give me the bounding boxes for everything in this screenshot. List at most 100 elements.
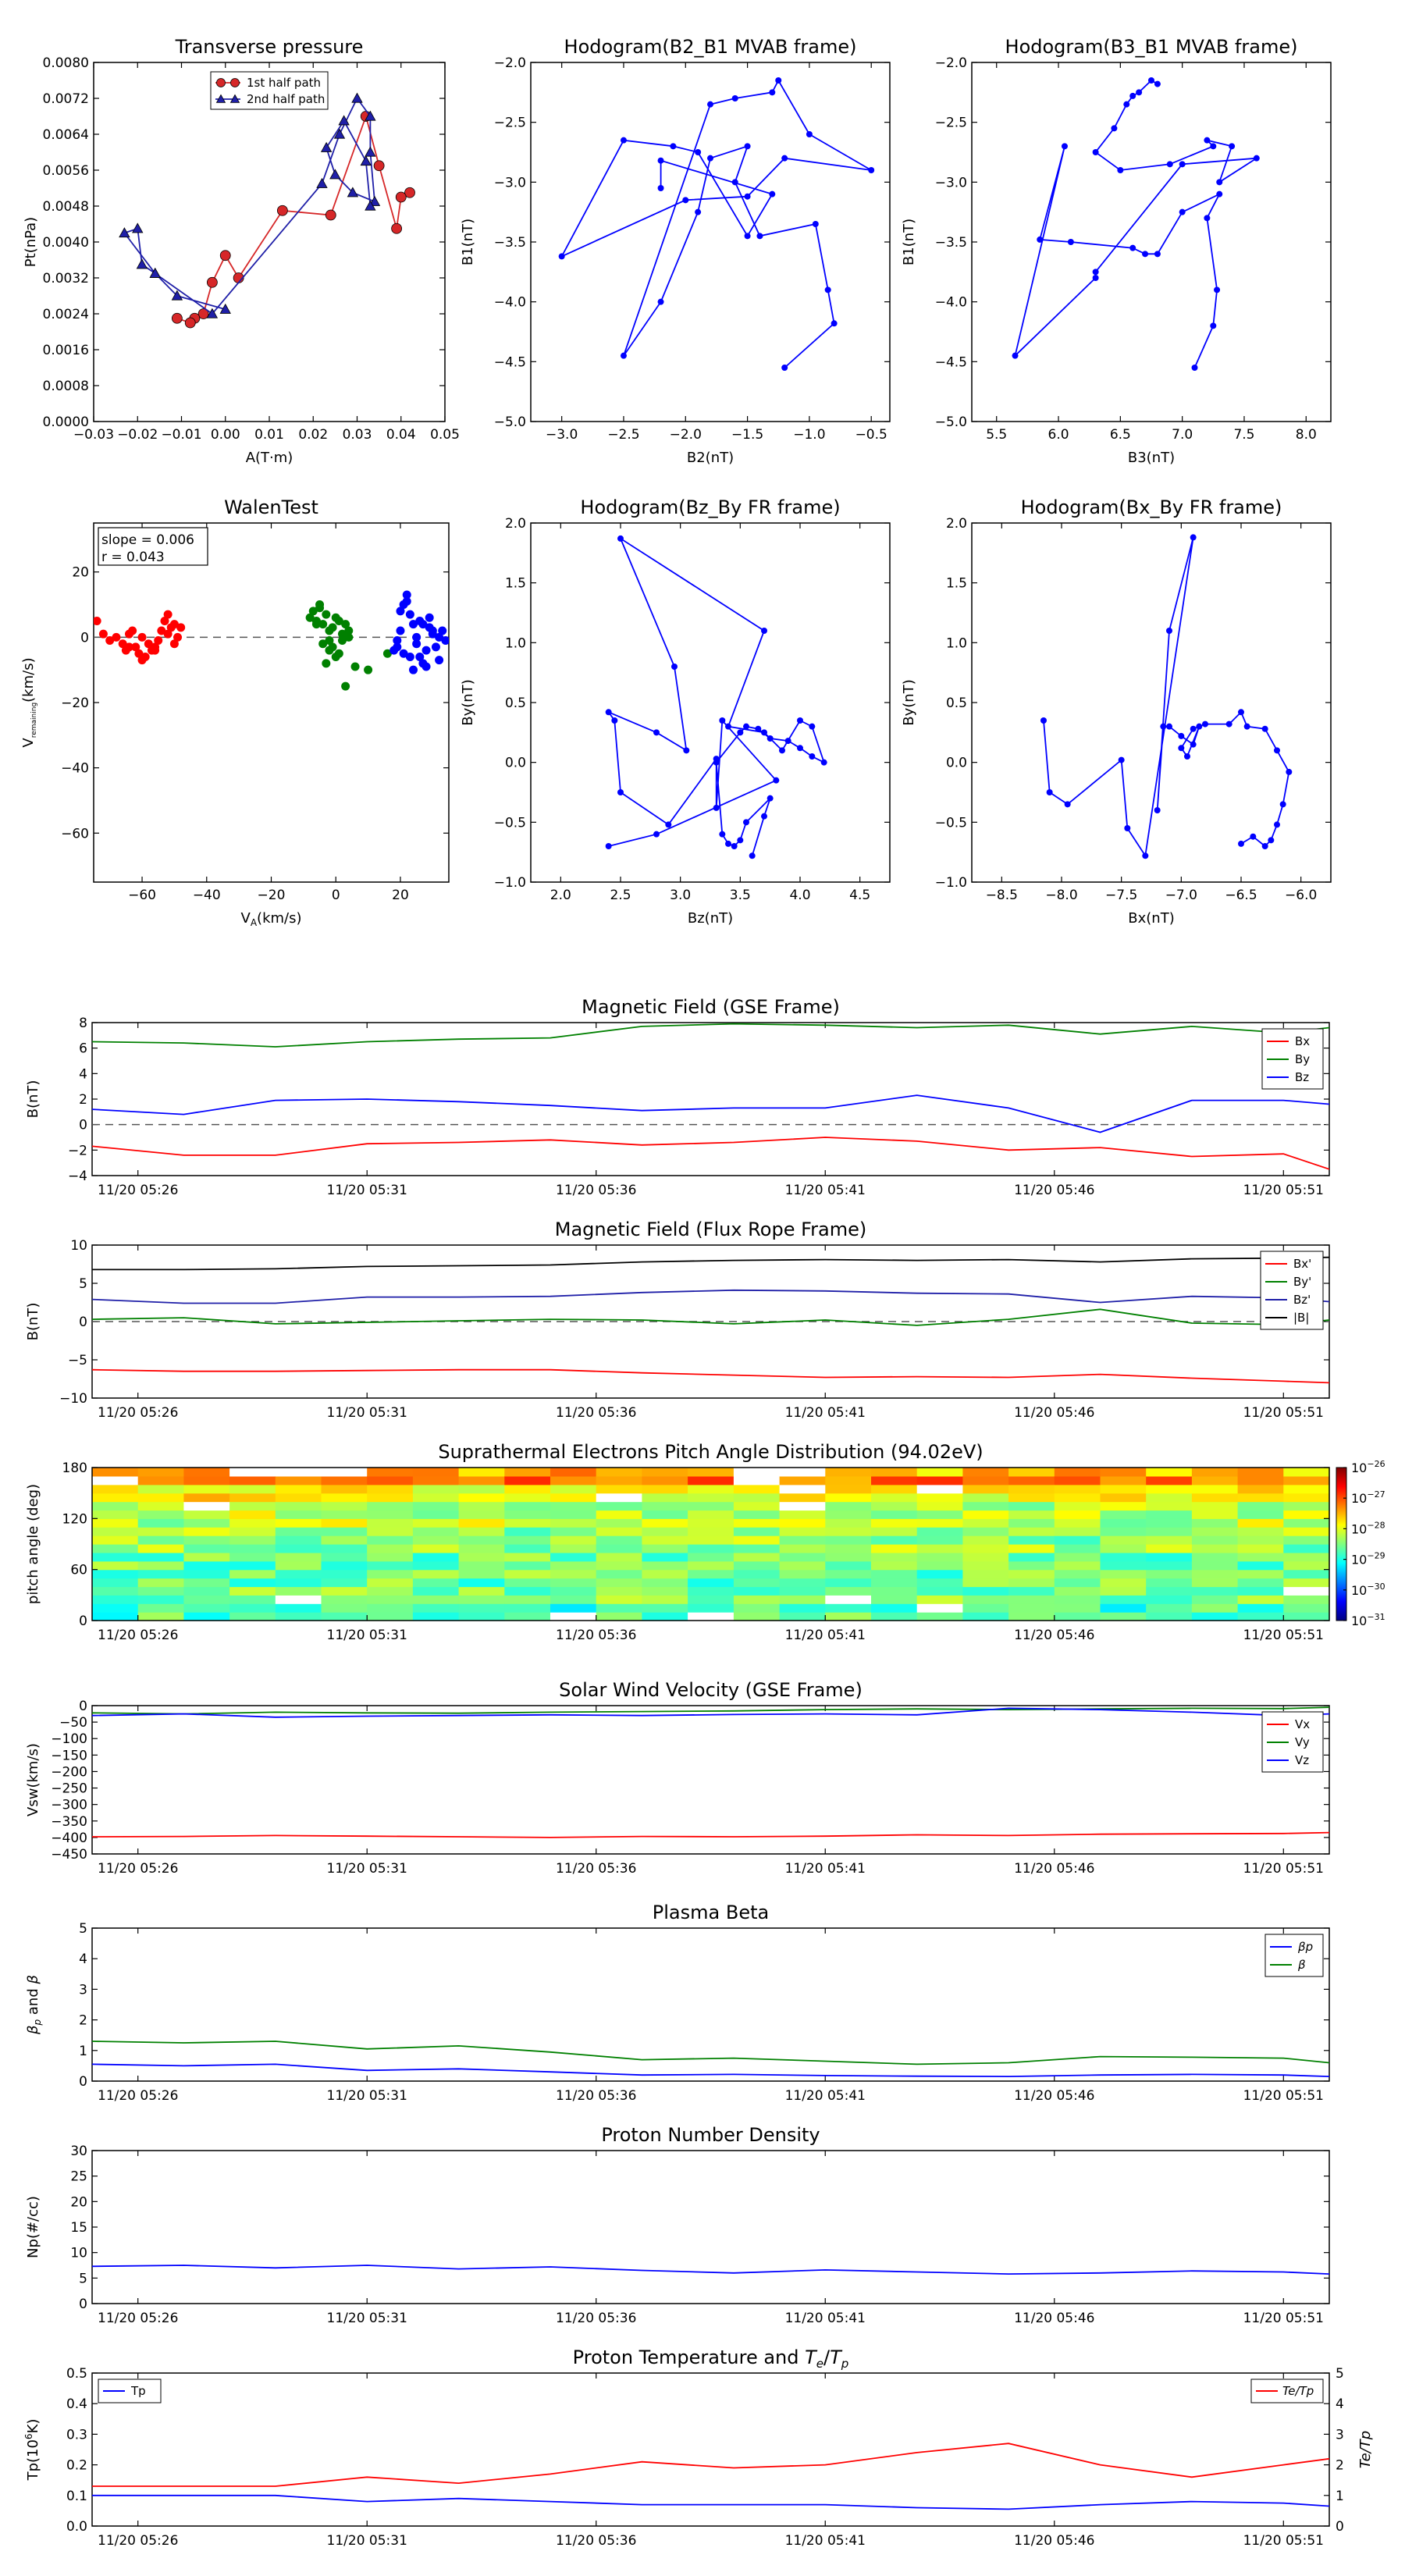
data-point	[316, 177, 328, 188]
heatmap-cell	[412, 1552, 460, 1562]
series-line-bx	[92, 1137, 1329, 1170]
x-tick-label: −0.03	[73, 427, 114, 443]
data-point	[405, 652, 414, 661]
heatmap-cell	[1191, 1535, 1239, 1545]
y-tick-label: 0	[79, 1315, 87, 1330]
data-point	[132, 222, 144, 233]
legend-label: 1st half path	[247, 76, 321, 90]
heatmap-cell	[1100, 1527, 1147, 1536]
heatmap-cell	[367, 1569, 414, 1579]
heatmap-cell	[183, 1586, 230, 1596]
y-tick-label: −4.0	[935, 295, 967, 311]
heatmap-cell	[688, 1603, 735, 1613]
x-tick-label: −8.0	[1045, 888, 1077, 903]
heatmap-cell	[1283, 1586, 1330, 1596]
heatmap-cell	[321, 1595, 368, 1604]
heatmap-cell	[137, 1569, 184, 1579]
data-point	[318, 620, 328, 629]
data-point	[824, 286, 831, 294]
heatmap-cell	[1008, 1578, 1055, 1588]
y-tick-label: −2	[68, 1143, 87, 1158]
data-point	[422, 662, 431, 671]
heatmap-cell	[962, 1468, 1009, 1477]
heatmap-cell	[504, 1493, 551, 1503]
heatmap-cell	[1054, 1535, 1101, 1545]
y-tick-label: 30	[70, 2144, 87, 2159]
heatmap-cell	[1191, 1475, 1239, 1485]
heatmap-cell	[92, 1560, 139, 1571]
right-y-tick-label: 2	[1336, 2458, 1344, 2474]
heatmap-cell	[642, 1518, 688, 1528]
x-tick-label: −1.5	[731, 427, 763, 443]
heatmap-cell	[412, 1468, 460, 1477]
heatmap-cell	[1191, 1578, 1239, 1588]
heatmap-cell	[1146, 1578, 1193, 1588]
heatmap-cell	[367, 1468, 414, 1477]
heatmap-cell	[779, 1527, 826, 1536]
heatmap-cell	[1237, 1468, 1284, 1477]
x-tick-label: 11/20 05:36	[556, 1405, 636, 1421]
heatmap-cell	[1146, 1603, 1193, 1613]
x-tick-label: 0.02	[298, 427, 328, 443]
y-tick-label: −200	[51, 1764, 87, 1780]
heatmap-cell	[871, 1493, 918, 1503]
data-point	[344, 632, 354, 642]
colorbar-label-exp: −26	[1367, 1459, 1385, 1469]
heatmap-cell	[733, 1484, 781, 1494]
data-point	[767, 795, 774, 802]
data-point	[1154, 80, 1161, 87]
heatmap-cell	[688, 1501, 735, 1511]
data-point	[719, 717, 726, 724]
heatmap-cell	[321, 1569, 368, 1579]
heatmap-cell	[779, 1535, 826, 1545]
heatmap-cell	[1100, 1493, 1147, 1503]
heatmap-cell	[458, 1468, 505, 1477]
x-tick-label: −60	[128, 888, 156, 903]
heatmap-cell	[92, 1569, 139, 1579]
heatmap-cell	[779, 1595, 826, 1604]
y-tick-label: 0.2	[66, 2458, 87, 2474]
heatmap-cell	[1054, 1612, 1101, 1621]
data-point	[219, 250, 231, 262]
data-point	[1179, 161, 1186, 168]
x-tick-label: 0	[332, 888, 340, 903]
data-point	[128, 626, 137, 635]
legend-marker	[229, 94, 240, 103]
legend-label: Tp	[130, 2384, 146, 2398]
heatmap-cell	[275, 1612, 322, 1621]
colorbar-label-base: 10	[1351, 1614, 1367, 1628]
chart-title: Transverse pressure	[175, 36, 364, 58]
data-point	[1111, 125, 1118, 132]
colorbar	[1336, 1467, 1347, 1621]
colorbar-tick-label: 10−28	[1351, 1520, 1385, 1536]
data-point	[665, 821, 672, 828]
x-tick-label: 11/20 05:46	[1014, 1183, 1094, 1198]
y-tick-label: 5	[79, 2271, 87, 2286]
heatmap-cell	[1146, 1560, 1193, 1571]
data-point	[781, 155, 788, 162]
y-tick-label: 1.0	[946, 635, 967, 651]
data-point	[134, 649, 144, 658]
heatmap-cell	[1283, 1501, 1330, 1511]
data-point	[219, 303, 231, 314]
data-point	[809, 753, 816, 760]
x-tick-label: 11/20 05:26	[98, 1405, 178, 1421]
y-tick-label: 10	[70, 1238, 87, 1254]
heatmap-cell	[321, 1544, 368, 1553]
heatmap-cell	[1237, 1510, 1284, 1519]
plot-frame	[91, 1467, 1330, 1621]
y-tick-label: 25	[70, 2169, 87, 2185]
x-tick-label: 11/20 05:46	[1014, 2533, 1094, 2549]
heatmap-cell	[367, 1603, 414, 1613]
heatmap-cell	[733, 1527, 781, 1536]
heatmap-cell	[1191, 1527, 1239, 1536]
data-point	[1250, 833, 1257, 840]
heatmap-cell	[275, 1535, 322, 1545]
data-point	[364, 665, 373, 674]
heatmap-cell	[92, 1468, 139, 1477]
data-point	[558, 253, 565, 260]
data-point	[1214, 286, 1221, 294]
data-point	[784, 738, 791, 745]
heatmap-cell	[642, 1535, 688, 1545]
heatmap-cell	[92, 1603, 139, 1613]
